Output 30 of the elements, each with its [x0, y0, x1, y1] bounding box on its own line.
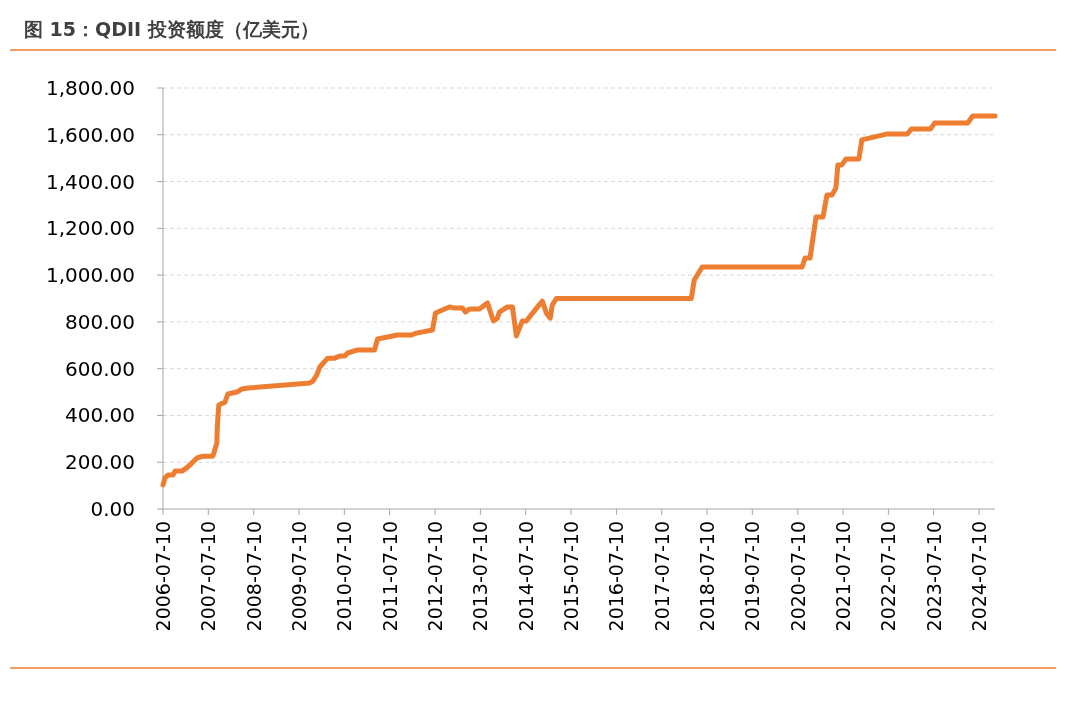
y-tick-label: 200.00 [65, 450, 135, 475]
x-tick-label: 2022-07-10 [877, 521, 900, 632]
x-tick-label: 2009-07-10 [288, 521, 311, 632]
x-tick-label: 2017-07-10 [650, 521, 673, 632]
x-tick-label: 2019-07-10 [741, 521, 764, 632]
x-tick-label: 2013-07-10 [469, 521, 492, 632]
x-tick-label: 2020-07-10 [786, 521, 809, 632]
x-tick-label: 2024-07-10 [968, 521, 991, 632]
y-tick-label: 1,600.00 [45, 122, 135, 147]
y-tick-label: 600.00 [65, 356, 135, 381]
y-tick-label: 1,000.00 [45, 263, 135, 288]
x-tick-label: 2021-07-10 [832, 521, 855, 632]
chart-title: 图 15：QDII 投资额度（亿美元） [24, 18, 319, 40]
y-tick-label: 400.00 [65, 403, 135, 428]
y-tick-label: 1,200.00 [45, 216, 135, 241]
x-tick-label: 2006-07-10 [152, 521, 174, 632]
y-tick-label: 1,400.00 [45, 169, 135, 194]
x-tick-label: 2011-07-10 [378, 521, 401, 632]
x-tick-label: 2018-07-10 [696, 521, 719, 632]
x-tick-label: 2023-07-10 [922, 521, 945, 632]
y-tick-label: 1,800.00 [45, 76, 135, 100]
x-tick-label: 2010-07-10 [333, 521, 356, 632]
y-tick-label: 0.00 [90, 497, 135, 521]
x-tick-label: 2014-07-10 [514, 521, 537, 632]
x-tick-label: 2016-07-10 [605, 521, 628, 632]
x-tick-label: 2007-07-10 [197, 521, 220, 632]
x-tick-label: 2015-07-10 [559, 521, 582, 632]
x-tick-label: 2012-07-10 [424, 521, 447, 632]
x-tick-label: 2008-07-10 [242, 521, 265, 632]
y-tick-label: 800.00 [65, 309, 135, 334]
